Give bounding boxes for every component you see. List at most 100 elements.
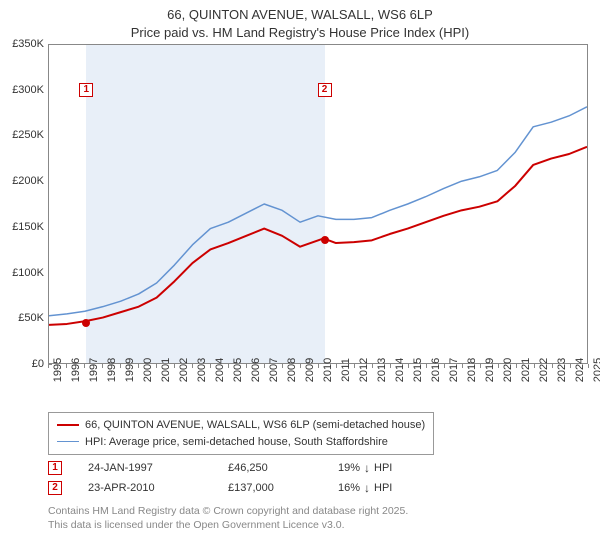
- y-tick-label: £300K: [12, 84, 44, 96]
- sales-delta: 16% ↓ HPI: [338, 481, 488, 495]
- sales-delta-pct: 19%: [338, 462, 360, 474]
- x-tick-label: 2001: [160, 358, 172, 382]
- x-tick-label: 1995: [52, 358, 64, 382]
- arrow-down-icon: ↓: [364, 461, 370, 475]
- sale-marker-box: 1: [79, 83, 93, 97]
- y-tick-label: £200K: [12, 175, 44, 187]
- x-tick-mark: [84, 364, 85, 368]
- x-tick-mark: [480, 364, 481, 368]
- x-tick-mark: [246, 364, 247, 368]
- x-tick-label: 1998: [106, 358, 118, 382]
- y-axis: £0£50K£100K£150K£200K£250K£300K£350K: [0, 44, 48, 364]
- y-tick-label: £250K: [12, 129, 44, 141]
- y-tick-label: £0: [32, 358, 44, 370]
- x-tick-mark: [264, 364, 265, 368]
- x-tick-label: 2024: [574, 358, 586, 382]
- arrow-down-icon: ↓: [364, 481, 370, 495]
- x-tick-mark: [336, 364, 337, 368]
- x-tick-label: 2008: [286, 358, 298, 382]
- chart-area: £0£50K£100K£150K£200K£250K£300K£350K 12 …: [0, 44, 600, 394]
- x-tick-mark: [192, 364, 193, 368]
- legend-label: HPI: Average price, semi-detached house,…: [85, 434, 388, 451]
- sales-price: £46,250: [228, 462, 338, 474]
- x-tick-mark: [102, 364, 103, 368]
- x-tick-label: 2022: [538, 358, 550, 382]
- sales-marker-cell: 1: [48, 461, 88, 475]
- x-tick-label: 2010: [322, 358, 334, 382]
- x-tick-label: 2002: [178, 358, 190, 382]
- sales-date: 23-APR-2010: [88, 482, 228, 494]
- x-tick-mark: [426, 364, 427, 368]
- sales-marker-cell: 2: [48, 481, 88, 495]
- x-tick-mark: [120, 364, 121, 368]
- title-line-2: Price paid vs. HM Land Registry's House …: [0, 24, 600, 42]
- x-tick-label: 2021: [520, 358, 532, 382]
- legend: 66, QUINTON AVENUE, WALSALL, WS6 6LP (se…: [48, 412, 434, 455]
- x-tick-label: 2009: [304, 358, 316, 382]
- legend-label: 66, QUINTON AVENUE, WALSALL, WS6 6LP (se…: [85, 417, 425, 434]
- x-tick-label: 2012: [358, 358, 370, 382]
- y-tick-label: £100K: [12, 267, 44, 279]
- series-hpi: [49, 107, 587, 316]
- chart-container: 66, QUINTON AVENUE, WALSALL, WS6 6LP Pri…: [0, 0, 600, 560]
- sales-delta-pct: 16%: [338, 482, 360, 494]
- x-tick-label: 2004: [214, 358, 226, 382]
- x-tick-label: 2015: [412, 358, 424, 382]
- sales-row: 223-APR-2010£137,00016% ↓ HPI: [48, 478, 488, 498]
- x-tick-label: 2000: [142, 358, 154, 382]
- x-tick-label: 2020: [502, 358, 514, 382]
- x-tick-mark: [372, 364, 373, 368]
- x-tick-mark: [228, 364, 229, 368]
- x-tick-mark: [318, 364, 319, 368]
- x-tick-mark: [156, 364, 157, 368]
- x-tick-mark: [444, 364, 445, 368]
- license-line-1: Contains HM Land Registry data © Crown c…: [48, 504, 408, 518]
- x-tick-mark: [138, 364, 139, 368]
- x-tick-mark: [516, 364, 517, 368]
- x-tick-label: 2014: [394, 358, 406, 382]
- x-tick-label: 2019: [484, 358, 496, 382]
- x-tick-label: 1999: [124, 358, 136, 382]
- license-line-2: This data is licensed under the Open Gov…: [48, 518, 408, 532]
- x-tick-label: 2018: [466, 358, 478, 382]
- y-tick-label: £350K: [12, 38, 44, 50]
- x-tick-mark: [588, 364, 589, 368]
- x-tick-label: 2016: [430, 358, 442, 382]
- x-tick-label: 2025: [592, 358, 600, 382]
- plot-area: 12: [48, 44, 588, 364]
- sales-price: £137,000: [228, 482, 338, 494]
- x-tick-label: 2003: [196, 358, 208, 382]
- sale-marker-icon: 1: [48, 461, 62, 475]
- x-tick-mark: [282, 364, 283, 368]
- x-tick-label: 1996: [70, 358, 82, 382]
- legend-swatch: [57, 441, 79, 442]
- legend-item: HPI: Average price, semi-detached house,…: [57, 434, 425, 451]
- license-text: Contains HM Land Registry data © Crown c…: [48, 504, 408, 532]
- x-tick-label: 2005: [232, 358, 244, 382]
- x-tick-mark: [390, 364, 391, 368]
- x-tick-mark: [210, 364, 211, 368]
- sale-dot: [82, 319, 90, 327]
- x-tick-label: 2006: [250, 358, 262, 382]
- x-tick-mark: [48, 364, 49, 368]
- y-tick-label: £50K: [18, 312, 44, 324]
- x-tick-mark: [174, 364, 175, 368]
- sale-marker-box: 2: [318, 83, 332, 97]
- x-tick-mark: [300, 364, 301, 368]
- x-tick-label: 2013: [376, 358, 388, 382]
- y-tick-label: £150K: [12, 221, 44, 233]
- x-tick-mark: [462, 364, 463, 368]
- x-tick-mark: [570, 364, 571, 368]
- sales-table: 124-JAN-1997£46,25019%↓HPI223-APR-2010£1…: [48, 458, 488, 498]
- x-tick-mark: [354, 364, 355, 368]
- x-axis: 1995199619971998199920002001200220032004…: [48, 364, 588, 400]
- sales-date: 24-JAN-1997: [88, 462, 228, 474]
- sales-delta: 19%↓HPI: [338, 461, 488, 475]
- x-tick-label: 2023: [556, 358, 568, 382]
- sales-delta-suffix: HPI: [374, 482, 392, 494]
- x-tick-mark: [66, 364, 67, 368]
- title-line-1: 66, QUINTON AVENUE, WALSALL, WS6 6LP: [0, 6, 600, 24]
- x-tick-label: 2017: [448, 358, 460, 382]
- x-tick-mark: [534, 364, 535, 368]
- x-tick-label: 1997: [88, 358, 100, 382]
